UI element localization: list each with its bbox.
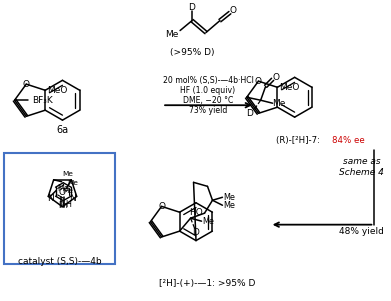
Text: MeO: MeO	[280, 83, 300, 92]
Text: Me: Me	[203, 217, 214, 226]
Text: N: N	[47, 194, 54, 203]
Text: Me: Me	[272, 99, 285, 108]
Text: 20 mol% (S,S)-—4b·HCl: 20 mol% (S,S)-—4b·HCl	[163, 76, 253, 85]
Text: Scheme 4: Scheme 4	[339, 168, 384, 177]
Text: same as: same as	[343, 157, 380, 166]
Text: O: O	[23, 80, 30, 88]
Text: O: O	[59, 188, 66, 197]
Text: MeO: MeO	[47, 86, 68, 95]
Text: Me: Me	[62, 188, 73, 194]
Text: Me: Me	[62, 171, 73, 177]
Text: catalyst (S,S)-—4b: catalyst (S,S)-—4b	[18, 257, 101, 266]
Text: H: H	[65, 200, 71, 209]
Text: (R)-[²H]-7:: (R)-[²H]-7:	[276, 135, 323, 144]
Text: O: O	[158, 202, 165, 211]
Text: D: D	[188, 3, 196, 12]
Text: 73% yield: 73% yield	[189, 106, 227, 115]
Text: HO: HO	[189, 208, 203, 217]
Text: Me: Me	[224, 193, 235, 202]
Text: Me: Me	[165, 30, 179, 39]
Text: O: O	[272, 73, 279, 82]
Text: HF (1.0 equiv): HF (1.0 equiv)	[180, 86, 235, 95]
Text: 48% yield: 48% yield	[339, 227, 384, 236]
Bar	[4, 153, 115, 265]
Text: Ph: Ph	[58, 201, 68, 210]
Text: DME, −20 °C: DME, −20 °C	[183, 96, 233, 105]
Text: (>95% D): (>95% D)	[170, 48, 214, 57]
Text: Me: Me	[67, 180, 78, 186]
Text: D: D	[192, 228, 199, 237]
Text: Me: Me	[57, 184, 69, 193]
Text: O: O	[255, 77, 262, 86]
Text: Me: Me	[224, 201, 235, 210]
Text: D: D	[246, 109, 253, 118]
Text: 6a: 6a	[56, 125, 68, 135]
Text: [²H]-(+)-—1: >95% D: [²H]-(+)-—1: >95% D	[159, 279, 255, 288]
Text: BF₃K: BF₃K	[32, 96, 53, 105]
Text: 84% ee: 84% ee	[332, 135, 364, 144]
Text: O: O	[230, 6, 237, 15]
Text: N: N	[69, 194, 76, 203]
